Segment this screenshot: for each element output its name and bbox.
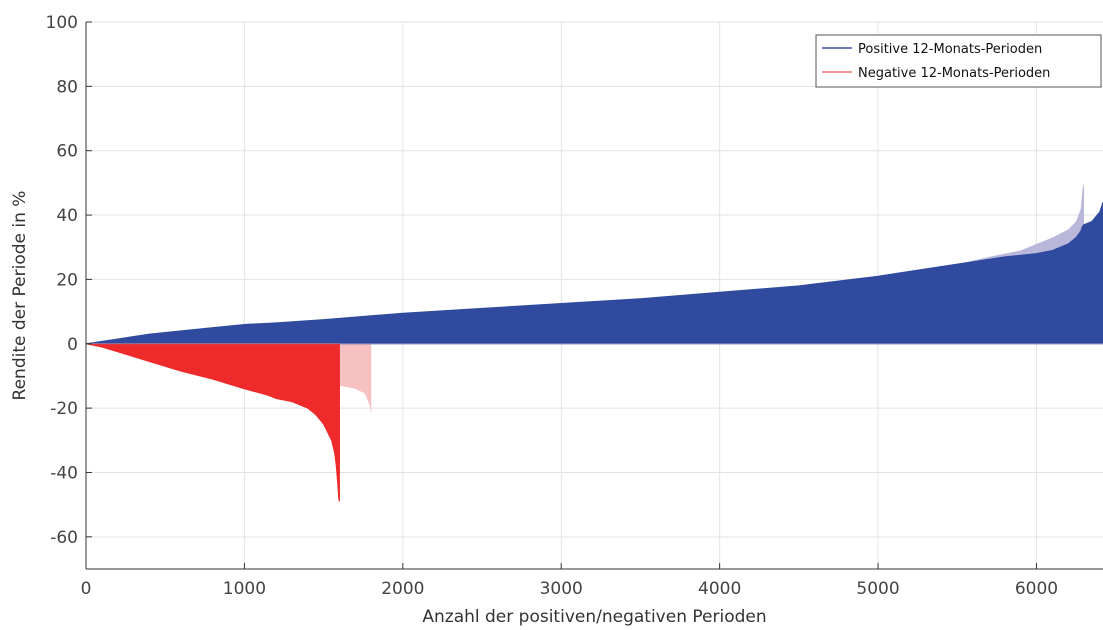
y-tick-label-0: 100 [46,13,78,33]
area-series-1 [85,343,340,502]
plot-areas [85,182,1103,502]
y-tick-label-1: 80 [56,77,78,97]
legend-label-positive: Positive 12-Monats-Perioden [858,42,1042,57]
y-tick-label-6: -20 [50,399,78,419]
x-tick-label-5: 5000 [856,579,899,599]
legend: Positive 12-Monats-Perioden Negative 12-… [815,34,1102,88]
y-tick-label-2: 60 [56,142,78,162]
y-tick-label-3: 40 [56,206,78,226]
y-tick-label-8: -60 [50,528,78,548]
y-tick-label-7: -40 [50,463,78,483]
x-tick-label-3: 3000 [540,579,583,599]
x-tick-label-4: 4000 [698,579,741,599]
legend-label-negative: Negative 12-Monats-Perioden [858,66,1050,81]
x-tick-label-0: 0 [81,579,92,599]
legend-box [815,34,1102,88]
x-tick-label-6: 6000 [1015,579,1058,599]
y-tick-label-5: 0 [67,335,78,355]
x-axis-label: Anzahl der positiven/negativen Perioden [422,607,766,627]
y-axis-label: Rendite der Periode in % [10,191,30,401]
area-series-0 [85,202,1103,345]
tick-labels: 0 1000 2000 3000 4000 5000 6000 100 80 60 40 20 0 -20… [46,13,1059,599]
y-tick-label-4: 20 [56,270,78,290]
x-tick-label-2: 2000 [381,579,424,599]
axes [85,22,1103,570]
x-tick-label-1: 1000 [223,579,266,599]
